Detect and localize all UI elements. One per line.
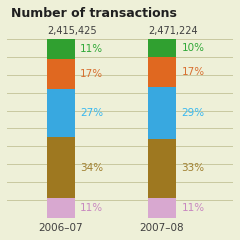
Text: 33%: 33% <box>181 163 204 174</box>
Bar <box>148 87 176 139</box>
Text: 27%: 27% <box>80 108 103 118</box>
Bar <box>47 39 75 59</box>
Text: 11%: 11% <box>181 203 204 213</box>
Text: Number of transactions: Number of transactions <box>12 7 177 20</box>
Bar <box>148 198 176 217</box>
Bar <box>47 198 75 217</box>
Text: 17%: 17% <box>80 69 103 79</box>
Bar <box>148 139 176 198</box>
Bar <box>148 39 176 57</box>
Text: 10%: 10% <box>181 43 204 53</box>
Bar <box>47 137 75 198</box>
Text: 11%: 11% <box>80 203 103 213</box>
Text: 29%: 29% <box>181 108 204 118</box>
Bar <box>148 57 176 87</box>
Text: 34%: 34% <box>80 162 103 173</box>
Text: 11%: 11% <box>80 44 103 54</box>
Text: 2,471,224: 2,471,224 <box>148 26 198 36</box>
Bar <box>47 59 75 89</box>
Text: 17%: 17% <box>181 67 204 77</box>
Bar <box>47 89 75 137</box>
Text: 2,415,425: 2,415,425 <box>47 26 96 36</box>
